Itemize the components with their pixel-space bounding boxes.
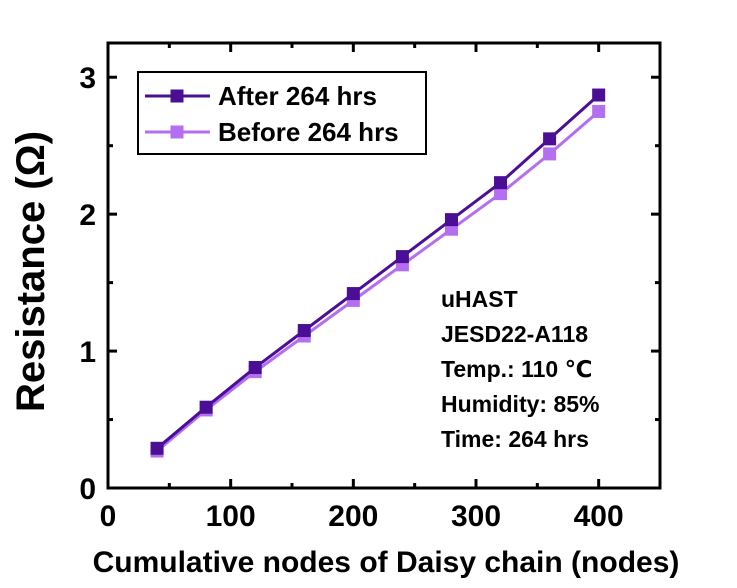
legend-box [137, 71, 427, 155]
data-point [346, 287, 360, 301]
plot-frame [106, 41, 662, 490]
y-tick-label: 3 [79, 62, 96, 95]
data-point [494, 176, 508, 190]
data-point [543, 132, 557, 146]
data-point [494, 187, 508, 201]
annotation-line: uHAST [441, 286, 518, 312]
legend: After 264 hrs Before 264 hrs [137, 71, 427, 155]
annotation-line: Temp.: 110 ℃ [441, 356, 592, 382]
legend-marker-before [170, 125, 184, 139]
series-layer [150, 88, 606, 458]
annotation-line: JESD22-A118 [441, 321, 588, 347]
axis-ticks: 0 100 200 300 400 0 1 2 3 [79, 43, 660, 533]
data-point [395, 250, 409, 264]
series-line [156, 93, 600, 450]
data-point [592, 88, 606, 102]
x-tick-label: 200 [328, 500, 378, 533]
data-point [248, 361, 262, 375]
y-tick-label: 2 [79, 199, 96, 232]
legend-label-before: Before 264 hrs [218, 117, 399, 147]
y-tick-label: 0 [79, 473, 96, 506]
x-tick-label: 300 [451, 500, 501, 533]
x-tick-label: 400 [574, 500, 624, 533]
legend-marker-after [170, 89, 184, 103]
legend-label-after: After 264 hrs [218, 81, 377, 111]
x-tick-label: 100 [206, 500, 256, 533]
annotation-line: Time: 264 hrs [441, 426, 589, 452]
x-tick-label: 0 [100, 500, 117, 533]
data-point [199, 400, 213, 414]
data-point [543, 147, 557, 161]
data-point [297, 324, 311, 338]
annotation-line: Humidity: 85% [441, 391, 599, 417]
y-axis-title: Resistance (Ω) [9, 131, 53, 412]
test-conditions-annotation: uHAST JESD22-A118 Temp.: 110 ℃ Humidity:… [441, 286, 599, 452]
data-point [444, 213, 458, 227]
data-point [592, 104, 606, 118]
x-axis-title: Cumulative nodes of Daisy chain (nodes) [93, 546, 680, 579]
series-line [156, 110, 600, 453]
data-point [150, 441, 164, 455]
y-tick-label: 1 [79, 336, 96, 369]
